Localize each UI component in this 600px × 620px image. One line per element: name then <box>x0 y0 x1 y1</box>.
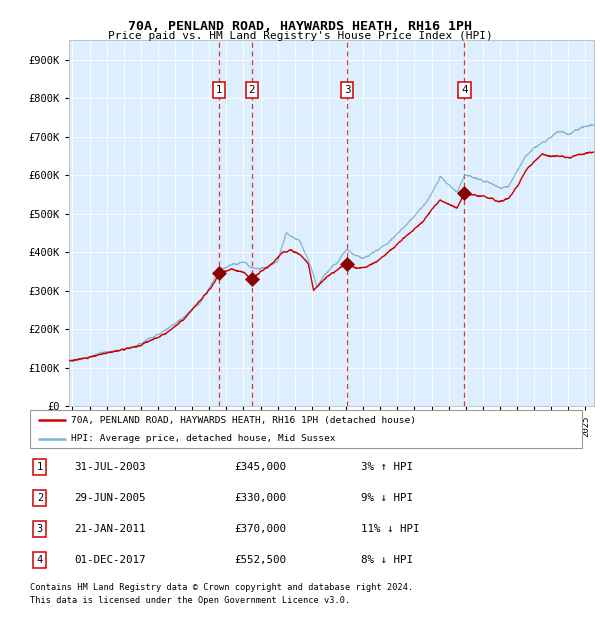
Text: Price paid vs. HM Land Registry's House Price Index (HPI): Price paid vs. HM Land Registry's House … <box>107 31 493 41</box>
Text: 70A, PENLAND ROAD, HAYWARDS HEATH, RH16 1PH: 70A, PENLAND ROAD, HAYWARDS HEATH, RH16 … <box>128 20 472 33</box>
Text: 4: 4 <box>37 555 43 565</box>
Text: 9% ↓ HPI: 9% ↓ HPI <box>361 493 413 503</box>
Text: £330,000: £330,000 <box>234 493 286 503</box>
Text: 01-DEC-2017: 01-DEC-2017 <box>74 555 146 565</box>
Text: 31-JUL-2003: 31-JUL-2003 <box>74 462 146 472</box>
Text: 4: 4 <box>461 86 467 95</box>
Text: HPI: Average price, detached house, Mid Sussex: HPI: Average price, detached house, Mid … <box>71 434 336 443</box>
Text: Contains HM Land Registry data © Crown copyright and database right 2024.: Contains HM Land Registry data © Crown c… <box>30 583 413 592</box>
Text: 21-JAN-2011: 21-JAN-2011 <box>74 524 146 534</box>
FancyBboxPatch shape <box>30 410 582 448</box>
Text: 3: 3 <box>344 86 350 95</box>
Text: 29-JUN-2005: 29-JUN-2005 <box>74 493 146 503</box>
Text: 3: 3 <box>37 524 43 534</box>
Text: 70A, PENLAND ROAD, HAYWARDS HEATH, RH16 1PH (detached house): 70A, PENLAND ROAD, HAYWARDS HEATH, RH16 … <box>71 416 416 425</box>
Text: 2: 2 <box>248 86 255 95</box>
Text: 2: 2 <box>37 493 43 503</box>
Text: £370,000: £370,000 <box>234 524 286 534</box>
Text: 8% ↓ HPI: 8% ↓ HPI <box>361 555 413 565</box>
Text: £345,000: £345,000 <box>234 462 286 472</box>
Text: 11% ↓ HPI: 11% ↓ HPI <box>361 524 420 534</box>
Text: This data is licensed under the Open Government Licence v3.0.: This data is licensed under the Open Gov… <box>30 596 350 604</box>
Text: 1: 1 <box>216 86 223 95</box>
Text: 3% ↑ HPI: 3% ↑ HPI <box>361 462 413 472</box>
Text: 1: 1 <box>37 462 43 472</box>
Text: £552,500: £552,500 <box>234 555 286 565</box>
